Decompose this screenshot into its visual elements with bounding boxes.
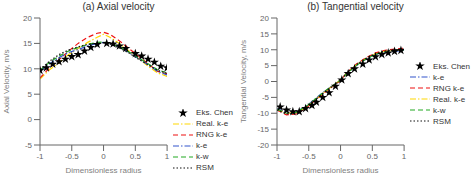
- svg-text:0.5: 0.5: [130, 152, 142, 161]
- svg-text:-1: -1: [273, 152, 281, 161]
- svg-text:1: 1: [165, 152, 170, 161]
- html-text:RSM: RSM: [196, 163, 214, 172]
- svg-text:20: 20: [260, 14, 269, 23]
- svg-text:20: 20: [23, 14, 32, 23]
- svg-text:10: 10: [23, 65, 32, 74]
- svg-text:-15: -15: [257, 125, 269, 134]
- html-text:k-w: k-w: [196, 152, 209, 161]
- svg-text:-10: -10: [257, 109, 269, 118]
- html-text:RSM: RSM: [433, 116, 451, 126]
- html-text:k-e: k-e: [433, 72, 445, 82]
- html-text:RNG k-e: RNG k-e: [196, 130, 228, 139]
- svg-text:-5: -5: [25, 141, 33, 150]
- svg-text:0: 0: [101, 152, 106, 161]
- svg-text:0: 0: [28, 115, 33, 124]
- svg-text:-0.5: -0.5: [65, 152, 79, 161]
- html-text:k-w: k-w: [433, 105, 446, 115]
- svg-text:0.5: 0.5: [367, 152, 379, 161]
- html-text:(a) Axial velocity: (a) Axial velocity: [82, 1, 155, 12]
- html-text:Real. k-e: Real. k-e: [196, 119, 229, 128]
- svg-text:5: 5: [28, 90, 33, 99]
- html-text:(b) Tangential velocity: (b) Tangential velocity: [307, 1, 404, 12]
- svg-text:1: 1: [402, 152, 407, 161]
- svg-text:-5: -5: [262, 93, 270, 102]
- svg-text:Tangential Velocity, m/s: Tangential Velocity, m/s: [239, 40, 248, 123]
- svg-text:10: 10: [260, 46, 269, 55]
- svg-text:15: 15: [23, 39, 32, 48]
- svg-text:Dimensionless radius: Dimensionless radius: [66, 166, 142, 173]
- svg-text:5: 5: [265, 61, 270, 70]
- html-text:RNG k-e: RNG k-e: [433, 83, 465, 93]
- svg-text:0: 0: [338, 152, 343, 161]
- html-text:k-e: k-e: [196, 141, 208, 150]
- svg-text:Axial Velocity, m/s: Axial Velocity, m/s: [8, 50, 11, 114]
- html-text:Real. k-e: Real. k-e: [433, 94, 466, 104]
- svg-text:15: 15: [260, 30, 269, 39]
- svg-text:-20: -20: [257, 141, 269, 150]
- svg-text:Dimensionless radius: Dimensionless radius: [303, 166, 379, 173]
- svg-text:-1: -1: [36, 152, 44, 161]
- html-text:Eks. Chen: Eks. Chen: [433, 61, 470, 71]
- svg-text:0: 0: [265, 77, 270, 86]
- svg-text:-0.5: -0.5: [302, 152, 316, 161]
- html-text:Eks. Chen: Eks. Chen: [196, 108, 233, 117]
